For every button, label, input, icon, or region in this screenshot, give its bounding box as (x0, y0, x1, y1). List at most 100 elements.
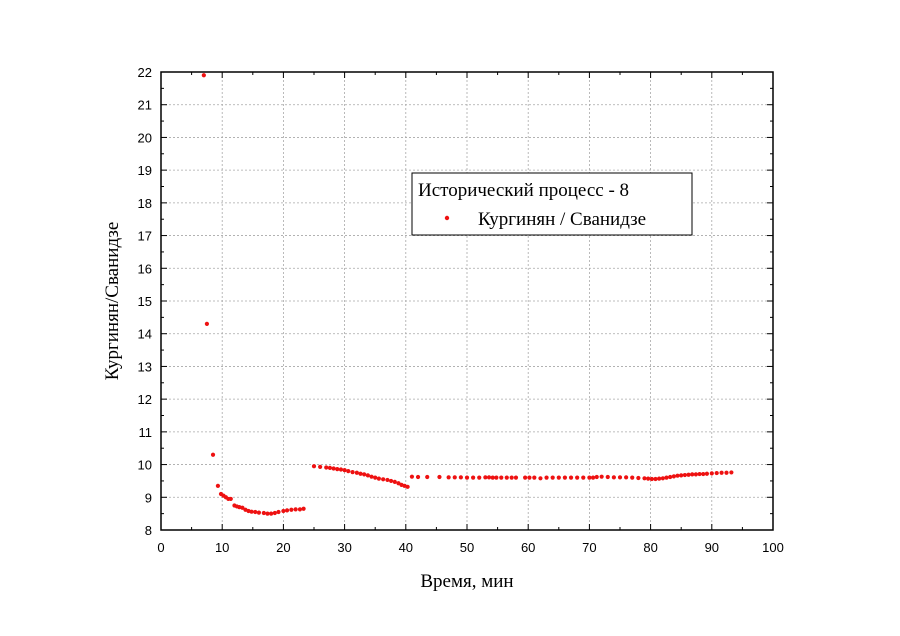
data-point (714, 470, 719, 476)
data-point (624, 475, 629, 480)
data-point (204, 321, 209, 326)
data-point (276, 509, 281, 515)
data-point (682, 472, 687, 478)
data-point (342, 468, 347, 473)
data-point (636, 475, 641, 481)
data-point (458, 475, 463, 480)
data-point (657, 476, 662, 481)
data-point (331, 466, 336, 471)
data-point (437, 474, 442, 480)
data-point (362, 472, 367, 477)
data-point (568, 475, 574, 480)
data-point (538, 476, 543, 481)
data-point (709, 471, 714, 476)
data-point (405, 484, 410, 489)
data-point (562, 475, 568, 480)
legend: Исторический процесс - 8 Кургинян / Сван… (411, 172, 693, 236)
data-point (327, 465, 333, 470)
y-axis-title: Кургинян/Сванидзе (102, 222, 123, 381)
data-point (471, 475, 476, 480)
data-point (671, 474, 676, 479)
data-point (289, 507, 294, 512)
grid (161, 72, 773, 530)
data-point (649, 476, 654, 482)
y-tick-label: 10 (138, 458, 152, 473)
data-point (581, 475, 586, 480)
data-point (240, 505, 245, 510)
data-point (704, 471, 710, 476)
data-point (701, 471, 706, 477)
x-tick-label: 80 (643, 540, 657, 555)
data-point (369, 474, 374, 479)
data-point (253, 509, 258, 515)
data-point (664, 475, 669, 480)
data-point (486, 475, 492, 480)
data-point (724, 470, 729, 475)
data-point (311, 464, 317, 469)
data-point (617, 475, 623, 480)
x-tick-label: 20 (276, 540, 290, 555)
axis-ticks (160, 71, 774, 531)
data-point (210, 452, 216, 457)
y-tick-label: 12 (138, 392, 152, 407)
data-point (249, 509, 254, 514)
data-point (350, 469, 355, 475)
data-point (513, 475, 519, 480)
data-point (527, 475, 532, 480)
y-tick-label: 14 (138, 327, 152, 342)
legend-series-label: Кургинян / Сванидзе (478, 209, 646, 230)
y-tick-label: 11 (139, 425, 153, 440)
data-point (415, 474, 421, 480)
y-tick-label: 9 (145, 490, 152, 505)
data-point (719, 470, 724, 475)
y-tick-label: 16 (138, 261, 152, 276)
data-point (365, 473, 370, 478)
data-point (590, 475, 596, 480)
data-point (679, 473, 684, 478)
data-point (297, 507, 303, 512)
data-point (446, 475, 451, 480)
data-point (729, 470, 734, 475)
data-point (490, 475, 495, 480)
data-point (660, 476, 665, 481)
data-point (653, 476, 658, 482)
y-tick-label: 22 (138, 65, 152, 80)
data-point (301, 506, 306, 511)
data-point (642, 476, 647, 481)
data-point (272, 510, 277, 516)
y-tick-label: 19 (138, 163, 152, 178)
legend-marker (444, 215, 450, 221)
y-tick-label: 20 (138, 130, 152, 145)
data-point (256, 510, 262, 515)
data-point (605, 474, 610, 480)
data-point (373, 475, 378, 480)
data-point (594, 474, 599, 480)
data-point (504, 475, 509, 480)
data-point (523, 475, 528, 480)
data-point (265, 511, 270, 516)
y-tick-label: 15 (138, 294, 152, 309)
data-point (385, 477, 390, 483)
x-tick-label: 90 (705, 540, 719, 555)
data-point (284, 508, 290, 513)
x-tick-label: 40 (399, 540, 413, 555)
data-point (494, 475, 499, 480)
data-point (293, 507, 298, 512)
x-tick-label: 10 (215, 540, 229, 555)
data-point (335, 467, 340, 472)
y-tick-label: 18 (138, 196, 152, 211)
data-point (575, 475, 580, 480)
data-point (693, 472, 698, 477)
data-point (215, 483, 221, 488)
x-tick-label: 50 (460, 540, 474, 555)
data-point (338, 467, 344, 472)
y-tick-label: 21 (138, 98, 152, 113)
legend-box (411, 172, 693, 236)
x-tick-label: 70 (582, 540, 596, 555)
data-point (318, 464, 323, 469)
data-point (409, 474, 415, 479)
data-point (425, 474, 430, 480)
data-point (464, 475, 470, 480)
data-point (697, 471, 702, 477)
y-tick-label: 8 (145, 523, 152, 538)
